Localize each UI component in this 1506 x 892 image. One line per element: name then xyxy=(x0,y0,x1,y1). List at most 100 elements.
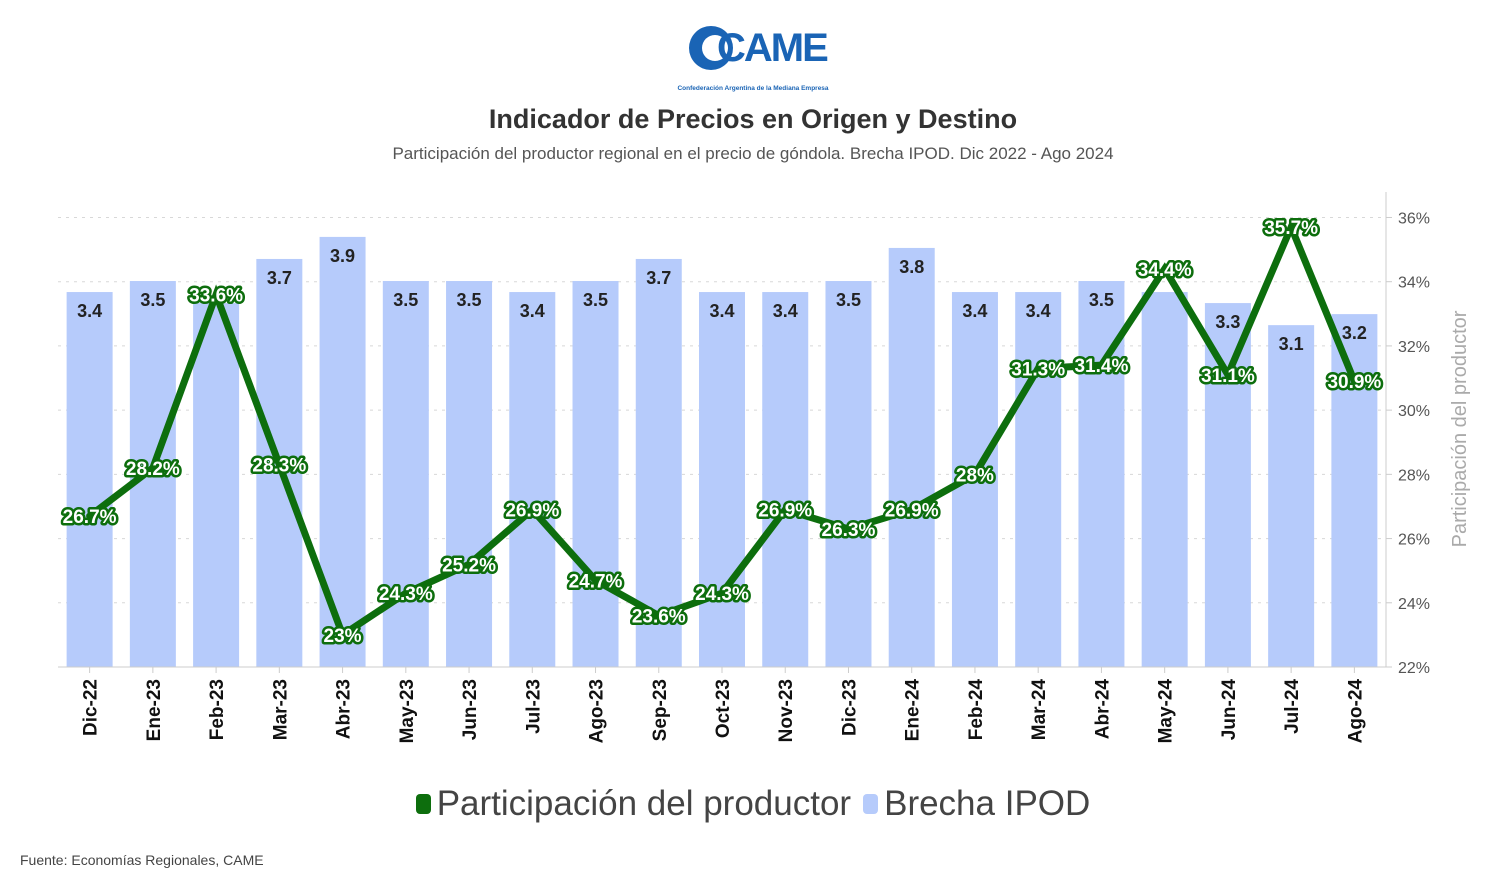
x-tick-label: Ene-24 xyxy=(903,679,924,742)
line-value-label: 35.7% xyxy=(1264,218,1318,239)
line-value-label: 31.4% xyxy=(1074,356,1128,377)
x-tick-label: Abr-23 xyxy=(334,679,355,739)
bar-value-label: 3.1 xyxy=(1279,334,1304,354)
legend: Participación del productor Brecha IPOD xyxy=(0,784,1506,824)
bar-value-label: 3.5 xyxy=(583,290,608,310)
bar[interactable] xyxy=(193,303,240,667)
bar[interactable] xyxy=(66,292,113,667)
bar-value-label: 3.7 xyxy=(646,268,671,288)
line-value-label: 26.9% xyxy=(758,501,812,522)
y2-tick-label: 34% xyxy=(1398,275,1430,292)
x-tick-label: Mar-24 xyxy=(1029,679,1050,741)
line-value-label: 26.9% xyxy=(885,501,939,522)
line-value-label: 25.2% xyxy=(442,555,496,576)
line-value-label: 28.2% xyxy=(126,459,180,480)
line-value-label: 23% xyxy=(324,626,362,647)
line-value-label: 26.7% xyxy=(63,507,117,528)
line-value-label: 34.4% xyxy=(1138,260,1192,281)
line-value-label: 23.6% xyxy=(632,607,686,628)
participacion-line[interactable] xyxy=(86,218,1358,641)
bar[interactable] xyxy=(382,281,429,667)
bar[interactable] xyxy=(129,281,176,667)
bar[interactable] xyxy=(1204,303,1251,667)
line-value-label: 26.9% xyxy=(505,501,559,522)
bar-value-label: 3.5 xyxy=(140,290,165,310)
x-tick-label: Mar-23 xyxy=(270,679,291,740)
y2-tick-label: 28% xyxy=(1398,467,1430,484)
y2-tick-label: 36% xyxy=(1398,210,1430,227)
line-value-label: 33.6% xyxy=(189,286,243,307)
bar-value-label: 3.5 xyxy=(393,290,418,310)
y2-axis-title: Participación del productor xyxy=(1449,310,1471,547)
line-value-label: 24.3% xyxy=(379,584,433,605)
bar[interactable] xyxy=(635,258,682,667)
x-tick-label: Jun-23 xyxy=(460,679,481,740)
bar[interactable] xyxy=(1141,292,1188,667)
x-tick-label: May-24 xyxy=(1156,679,1177,744)
bar-value-label: 3.5 xyxy=(457,290,482,310)
bar[interactable] xyxy=(1331,314,1378,667)
logo-caption: Confederación Argentina de la Mediana Em… xyxy=(677,85,828,92)
line-value-label: 31.1% xyxy=(1201,366,1255,387)
y2-tick-label: 22% xyxy=(1398,660,1430,677)
x-tick-label: Jul-23 xyxy=(523,679,544,734)
y2-tick-label: 32% xyxy=(1398,339,1430,356)
bar[interactable] xyxy=(1268,325,1315,667)
x-tick-label: Dic-22 xyxy=(81,679,102,736)
y2-tick-label: 24% xyxy=(1398,596,1430,613)
bar-value-label: 3.8 xyxy=(899,257,924,277)
x-tick-label: Abr-24 xyxy=(1092,679,1113,740)
bar-value-label: 3.3 xyxy=(1215,312,1240,332)
legend-item-brecha[interactable]: Brecha IPOD xyxy=(863,784,1090,824)
line-value-label: 24.3% xyxy=(695,584,749,605)
bar[interactable] xyxy=(319,236,366,667)
chart-title: Indicador de Precios en Origen y Destino xyxy=(488,104,1018,134)
labels-layer: 26.7% 28.2% 33.6% 28.3% 23% 24.3% 25.2% 26.9% 24… xyxy=(60,216,1384,650)
bar[interactable] xyxy=(888,247,935,667)
x-tick-label: May-23 xyxy=(397,679,418,743)
bar[interactable] xyxy=(825,281,872,667)
bar[interactable] xyxy=(509,292,556,667)
bar-value-label: 3.5 xyxy=(836,290,861,310)
came-logo: CAME Confederación Argentina de la Media… xyxy=(677,26,830,92)
x-tick-label: Feb-23 xyxy=(207,679,228,740)
bar[interactable] xyxy=(446,281,493,667)
line-value-label: 28.3% xyxy=(252,456,306,477)
x-tick-label: Jun-24 xyxy=(1219,679,1240,741)
legend-item-participacion[interactable]: Participación del productor xyxy=(415,784,852,824)
logo-text: CAME xyxy=(717,26,828,70)
bar-value-label: 3.7 xyxy=(267,268,292,288)
source-note: Fuente: Economías Regionales, CAME xyxy=(20,852,264,868)
legend-swatch-participacion xyxy=(415,794,431,814)
bar-value-label: 3.4 xyxy=(520,301,545,321)
bar[interactable] xyxy=(699,292,745,667)
bar-value-label: 3.4 xyxy=(773,301,798,321)
y2-tick-label: 26% xyxy=(1398,532,1430,549)
x-tick-label: Sep-23 xyxy=(650,679,671,741)
bar[interactable] xyxy=(1015,292,1062,667)
bar-value-label: 3.5 xyxy=(1089,290,1114,310)
line-value-label: 31.3% xyxy=(1011,359,1065,380)
x-tick-label: Dic-23 xyxy=(839,679,860,736)
axes: 22% 24% 26% 28% 30% 32% 34% 36% Participación de… xyxy=(58,192,1471,743)
line-layer xyxy=(86,218,1358,641)
bar[interactable] xyxy=(572,281,619,667)
bar-value-label: 3.4 xyxy=(709,301,734,321)
y2-tick-label: 30% xyxy=(1398,403,1430,420)
chart-subtitle: Participación del productor regional en … xyxy=(392,144,1114,163)
x-tick-label: Jul-24 xyxy=(1282,679,1303,734)
line-value-label: 24.7% xyxy=(569,571,623,592)
bar-value-label: 3.2 xyxy=(1342,323,1367,343)
x-tick-label: Ago-24 xyxy=(1345,679,1366,744)
x-tick-label: Ago-23 xyxy=(587,679,608,743)
bar-value-label: 3.4 xyxy=(962,301,987,321)
line-value-label: 28% xyxy=(956,465,994,486)
legend-label-participacion: Participación del productor xyxy=(436,784,852,823)
chart: 3.4 3.5 3.7 3.9 3.5 3.5 3.4 3.5 3.7 3.4 3.4 3.5 3.8 3… xyxy=(58,192,1471,743)
line-value-label: 30.9% xyxy=(1327,372,1381,393)
bar-value-label: 3.9 xyxy=(330,246,355,266)
x-tick-label: Feb-24 xyxy=(966,679,987,741)
x-tick-label: Nov-23 xyxy=(776,679,797,742)
bar-value-label: 3.4 xyxy=(1026,301,1051,321)
bar[interactable] xyxy=(762,292,809,667)
